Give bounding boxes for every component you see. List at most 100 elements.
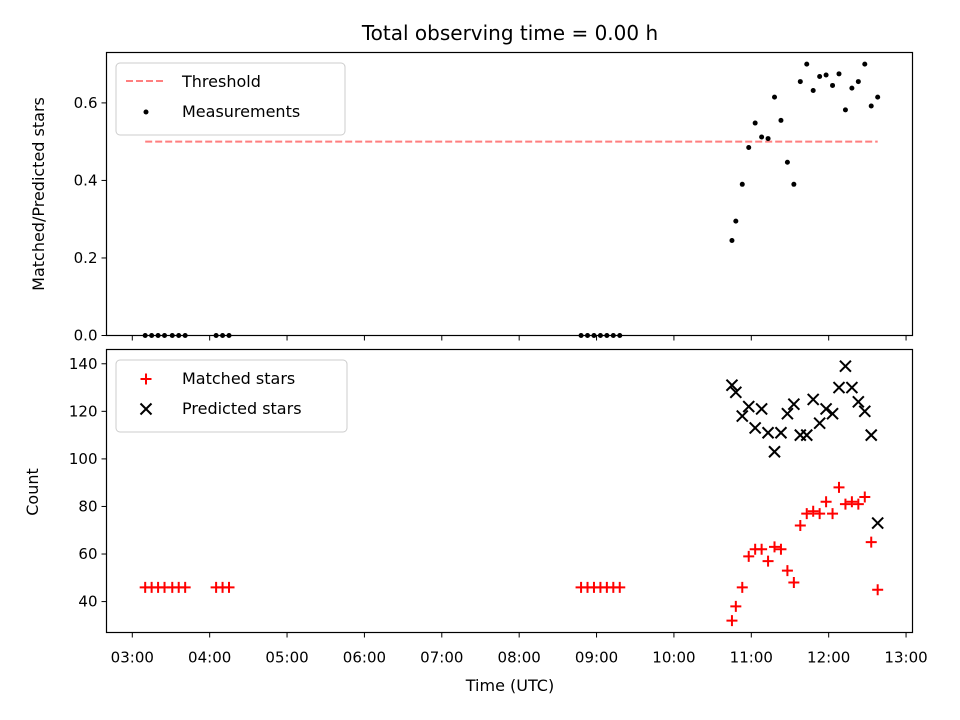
measurement-point [868, 103, 874, 109]
y-tick-label: 140 [69, 355, 98, 373]
legend-label: Measurements [182, 102, 300, 121]
predicted-star-point [845, 381, 859, 394]
bottom-plot-frame [105, 348, 914, 634]
x-tick-label: 13:00 [884, 649, 927, 667]
x-tick-label: 06:00 [343, 649, 386, 667]
predicted-star-point [736, 409, 749, 423]
predicted-star-point [729, 386, 743, 399]
matched-star-point [736, 581, 748, 593]
matched-star-point [223, 581, 235, 593]
matched-star-point [820, 496, 832, 508]
measurement-point [830, 82, 836, 88]
predicted-star-point [761, 426, 775, 439]
matched-star-point [756, 543, 768, 555]
matched-star-point [859, 491, 871, 503]
measurement-point [817, 74, 823, 80]
matched-star-point [775, 543, 787, 555]
measurement-point [791, 181, 797, 187]
y-tick-label: 0.2 [74, 249, 98, 267]
matched-star-point [769, 541, 781, 553]
bottom-y-axis-label: Count [23, 468, 42, 516]
legend-swatch [140, 373, 152, 385]
measurement-point [855, 79, 861, 85]
top-legend: Threshold Measurements [115, 62, 346, 136]
chart-title: Total observing time = 0.00 h [361, 21, 658, 45]
y-tick-label: 80 [78, 497, 97, 515]
y-tick-label: 0.6 [74, 94, 98, 112]
y-tick-label: 40 [78, 593, 97, 611]
predicted-star-point [832, 381, 846, 394]
predicted-star-point [755, 402, 768, 416]
matched-star-point [814, 508, 826, 520]
bottom-x-ticks: 03:00 04:00 05:00 06:00 07:00 08:00 09:00 10:00… [111, 632, 928, 667]
measurement-point [733, 218, 739, 224]
matched-star-point [179, 581, 191, 593]
predicted-star-point [742, 400, 755, 413]
measurement-point [875, 94, 881, 100]
matched-star-point [833, 481, 845, 493]
matched-star-point [794, 519, 806, 531]
legend-label: Threshold [181, 72, 261, 91]
predicted-star-point [725, 378, 739, 392]
predicted-star-point [774, 426, 788, 439]
top-plot-frame [105, 51, 914, 337]
measurement-point [797, 79, 803, 85]
predicted-star-point [787, 397, 801, 411]
predicted-star-point [871, 516, 884, 530]
matched-star-point [726, 615, 738, 627]
top-x-ticks [131, 335, 907, 341]
measurement-point [810, 87, 816, 93]
bottom-plot-area: 40 60 80 100 120 140 03:00 04:00 05:00 06:00 07:0… [23, 348, 928, 695]
y-tick-label: 0.0 [74, 327, 98, 345]
legend-swatch [143, 109, 149, 115]
measurement-point [804, 61, 810, 67]
measurement-point [752, 120, 758, 126]
y-tick-label: 60 [78, 545, 97, 563]
y-tick-label: 120 [69, 402, 98, 420]
measurement-point [823, 72, 829, 78]
predicted-star-point [781, 407, 794, 420]
predicted-star-point [806, 393, 820, 406]
matched-star-point [788, 577, 800, 589]
y-tick-label: 0.4 [74, 171, 98, 189]
predicted-star-point [819, 402, 833, 416]
x-tick-label: 08:00 [498, 649, 541, 667]
matched-star-point [614, 581, 626, 593]
measurement-point [759, 134, 765, 140]
matched-star-point [846, 496, 858, 508]
measurement-point [778, 117, 784, 123]
measurement-point [836, 71, 842, 77]
legend-label: Matched stars [182, 369, 295, 388]
bottom-plot-marks [139, 359, 884, 627]
legend-swatch [139, 402, 153, 416]
measurement-point [842, 107, 848, 113]
x-tick-label: 03:00 [111, 649, 154, 667]
x-axis-label: Time (UTC) [465, 676, 554, 695]
matched-star-point [743, 550, 755, 562]
measurement-point [739, 181, 745, 187]
top-plot-area: 0.0 0.2 0.4 0.6 Matched/Predicted stars Thr… [29, 51, 914, 345]
x-tick-label: 11:00 [730, 649, 773, 667]
measurement-point [849, 85, 855, 91]
matched-star-point [801, 508, 813, 520]
predicted-star-point [800, 428, 813, 442]
matched-star-point [852, 498, 864, 510]
predicted-star-point [748, 421, 762, 435]
x-tick-label: 07:00 [420, 649, 463, 667]
measurement-point [772, 94, 778, 100]
matched-star-point [730, 600, 742, 612]
x-tick-label: 09:00 [575, 649, 618, 667]
measurement-point [765, 136, 771, 142]
predicted-star-point [826, 407, 839, 420]
x-tick-label: 12:00 [807, 649, 850, 667]
predicted-star-point [858, 405, 871, 418]
x-tick-label: 10:00 [652, 649, 695, 667]
predicted-star-point [839, 359, 852, 373]
matched-star-point [865, 536, 877, 548]
measurement-point [746, 144, 752, 150]
predicted-star-point [768, 445, 781, 458]
x-tick-label: 04:00 [188, 649, 231, 667]
measurement-point [784, 159, 790, 165]
top-y-axis-label: Matched/Predicted stars [29, 97, 48, 291]
matched-star-point [781, 565, 793, 577]
